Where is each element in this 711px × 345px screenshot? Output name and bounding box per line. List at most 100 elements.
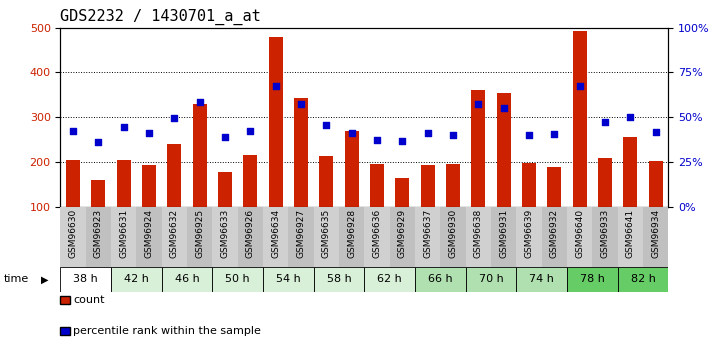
Bar xyxy=(60,207,86,267)
Point xyxy=(498,106,509,111)
Bar xyxy=(415,207,440,267)
Text: GSM96630: GSM96630 xyxy=(68,209,77,258)
Bar xyxy=(491,207,516,267)
Text: 78 h: 78 h xyxy=(580,275,605,284)
Text: GSM96925: GSM96925 xyxy=(196,209,204,258)
Text: GSM96934: GSM96934 xyxy=(651,209,661,258)
Bar xyxy=(421,165,434,207)
Bar xyxy=(319,156,333,207)
Text: GSM96927: GSM96927 xyxy=(296,209,306,258)
Bar xyxy=(567,267,618,292)
Point xyxy=(523,132,535,138)
Point xyxy=(650,129,661,135)
Point xyxy=(599,119,611,125)
Point xyxy=(473,101,484,107)
Text: GSM96633: GSM96633 xyxy=(220,209,230,258)
Text: GSM96930: GSM96930 xyxy=(449,209,458,258)
Point xyxy=(92,139,104,145)
Text: 42 h: 42 h xyxy=(124,275,149,284)
Bar xyxy=(218,172,232,207)
Bar xyxy=(466,267,516,292)
Bar xyxy=(522,163,536,207)
Text: ▶: ▶ xyxy=(41,275,49,284)
Bar xyxy=(592,207,618,267)
Bar xyxy=(643,207,668,267)
Bar xyxy=(111,267,162,292)
Text: GSM96926: GSM96926 xyxy=(246,209,255,258)
Text: 74 h: 74 h xyxy=(529,275,554,284)
Bar xyxy=(162,267,213,292)
Text: GSM96923: GSM96923 xyxy=(94,209,103,258)
Bar xyxy=(440,207,466,267)
Bar xyxy=(542,207,567,267)
Bar xyxy=(390,207,415,267)
Bar xyxy=(314,207,339,267)
Text: GSM96924: GSM96924 xyxy=(144,209,154,258)
Point xyxy=(371,137,383,142)
Bar xyxy=(237,207,263,267)
Text: 50 h: 50 h xyxy=(225,275,250,284)
Text: GSM96636: GSM96636 xyxy=(373,209,382,258)
Point xyxy=(346,130,358,136)
Text: 66 h: 66 h xyxy=(428,275,453,284)
Bar xyxy=(516,267,567,292)
Text: count: count xyxy=(73,295,105,305)
Bar xyxy=(466,207,491,267)
Text: 82 h: 82 h xyxy=(631,275,656,284)
Bar xyxy=(213,207,237,267)
Bar xyxy=(314,267,364,292)
Bar xyxy=(364,267,415,292)
Bar xyxy=(618,267,668,292)
Bar xyxy=(86,207,111,267)
Point xyxy=(144,130,155,136)
Text: GSM96631: GSM96631 xyxy=(119,209,128,258)
Text: GSM96641: GSM96641 xyxy=(626,209,635,258)
Bar xyxy=(516,207,542,267)
Point xyxy=(245,128,256,134)
Bar xyxy=(573,31,587,207)
Point xyxy=(447,132,459,138)
Bar xyxy=(66,160,80,207)
Text: GSM96640: GSM96640 xyxy=(575,209,584,258)
Point xyxy=(321,122,332,128)
Point xyxy=(574,83,585,89)
Point xyxy=(397,138,408,144)
Text: GSM96928: GSM96928 xyxy=(347,209,356,258)
Bar xyxy=(137,207,162,267)
Bar xyxy=(213,267,263,292)
Bar xyxy=(497,92,510,207)
Bar xyxy=(624,137,637,207)
Bar xyxy=(92,180,105,207)
Bar xyxy=(263,267,314,292)
Bar xyxy=(567,207,592,267)
Text: GSM96929: GSM96929 xyxy=(398,209,407,258)
Bar xyxy=(269,37,283,207)
Text: GSM96932: GSM96932 xyxy=(550,209,559,258)
Text: GSM96638: GSM96638 xyxy=(474,209,483,258)
Point xyxy=(118,125,129,130)
Bar xyxy=(111,207,137,267)
Point xyxy=(625,115,636,120)
Point xyxy=(169,116,180,121)
Text: time: time xyxy=(4,275,29,284)
Bar xyxy=(547,167,561,207)
Bar xyxy=(618,207,643,267)
Point xyxy=(194,100,205,105)
Bar xyxy=(168,144,181,207)
Bar xyxy=(339,207,365,267)
Text: GSM96635: GSM96635 xyxy=(322,209,331,258)
Bar xyxy=(370,164,384,207)
Text: GSM96637: GSM96637 xyxy=(423,209,432,258)
Text: 38 h: 38 h xyxy=(73,275,98,284)
Bar xyxy=(395,178,410,207)
Bar xyxy=(364,207,390,267)
Point xyxy=(270,83,282,89)
Text: GSM96634: GSM96634 xyxy=(271,209,280,258)
Text: GSM96931: GSM96931 xyxy=(499,209,508,258)
Text: 70 h: 70 h xyxy=(479,275,503,284)
Bar xyxy=(471,90,486,207)
Bar xyxy=(60,267,111,292)
Bar xyxy=(289,207,314,267)
Point xyxy=(295,101,306,107)
Bar xyxy=(345,131,358,207)
